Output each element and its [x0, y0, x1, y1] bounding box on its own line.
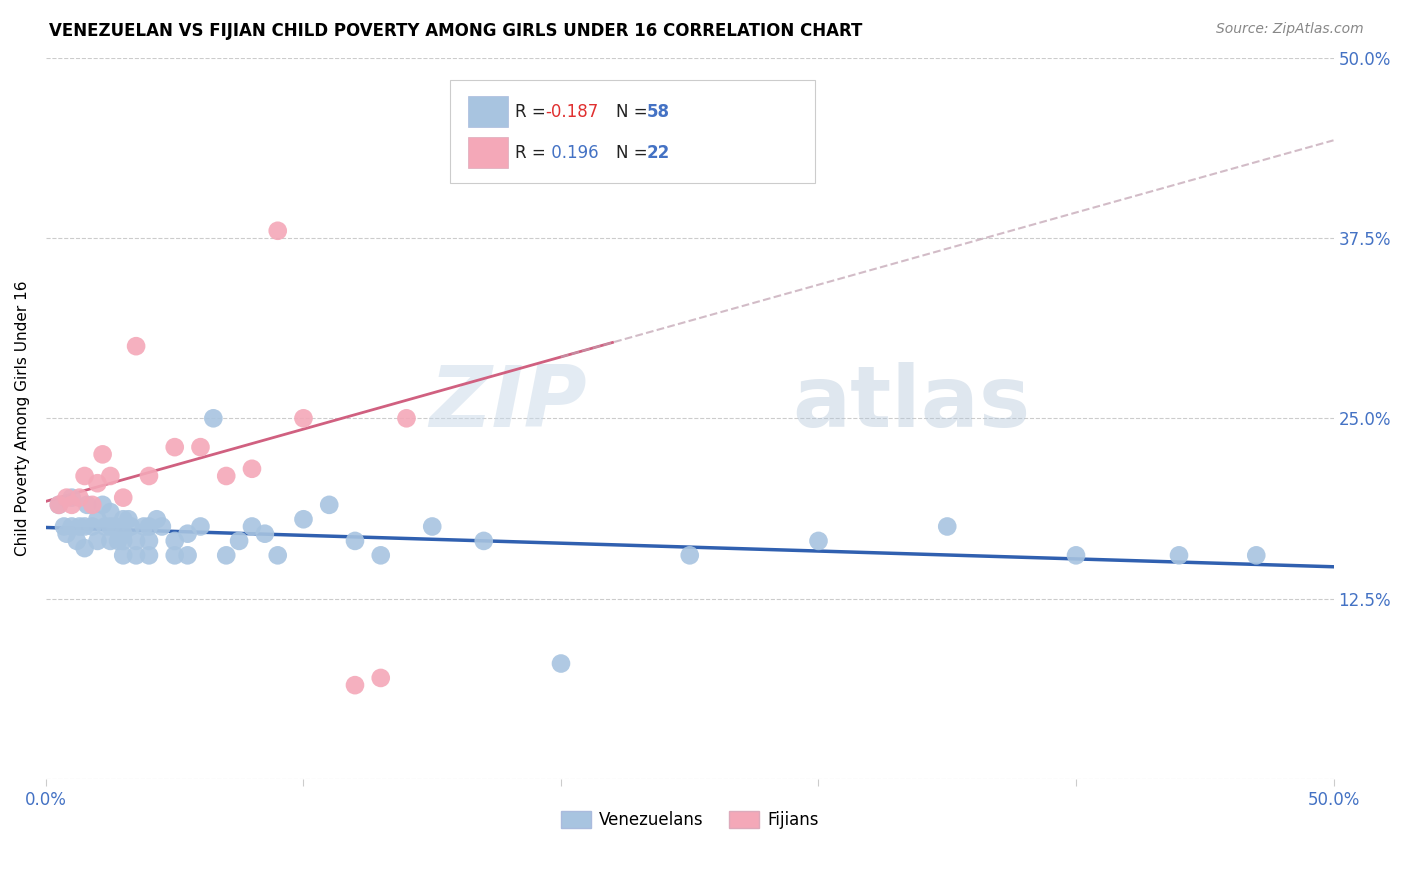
Point	[112, 526, 135, 541]
Point	[112, 549, 135, 563]
Point	[86, 533, 108, 548]
Text: R =: R =	[515, 145, 551, 162]
Point	[253, 526, 276, 541]
Point	[69, 519, 91, 533]
Point	[472, 533, 495, 548]
Point	[73, 519, 96, 533]
Point	[343, 678, 366, 692]
Point	[55, 491, 77, 505]
Point	[120, 519, 142, 533]
Text: ZIP: ZIP	[429, 362, 586, 445]
Text: R =: R =	[515, 103, 551, 121]
Point	[163, 533, 186, 548]
Point	[267, 549, 290, 563]
Point	[202, 411, 225, 425]
Legend: Venezuelans, Fijians: Venezuelans, Fijians	[554, 804, 825, 836]
Point	[107, 533, 129, 548]
Point	[1064, 549, 1087, 563]
Point	[292, 512, 315, 526]
Point	[138, 519, 160, 533]
Point	[215, 469, 238, 483]
Point	[190, 440, 212, 454]
Point	[1246, 549, 1268, 563]
Point	[76, 498, 98, 512]
Point	[60, 498, 83, 512]
Text: 22: 22	[647, 145, 671, 162]
Point	[679, 549, 702, 563]
Point	[55, 526, 77, 541]
Text: atlas: atlas	[793, 362, 1031, 445]
Point	[125, 339, 148, 353]
Point	[125, 533, 148, 548]
Point	[94, 519, 117, 533]
Point	[550, 657, 572, 671]
Point	[150, 519, 173, 533]
Point	[69, 491, 91, 505]
Point	[112, 533, 135, 548]
Text: 0.196: 0.196	[546, 145, 598, 162]
Text: Source: ZipAtlas.com: Source: ZipAtlas.com	[1216, 22, 1364, 37]
Point	[112, 491, 135, 505]
Point	[112, 512, 135, 526]
Point	[48, 498, 70, 512]
Point	[132, 519, 155, 533]
Point	[318, 498, 340, 512]
Point	[395, 411, 418, 425]
Point	[936, 519, 959, 533]
Text: N =: N =	[616, 145, 652, 162]
Point	[1168, 549, 1191, 563]
Point	[267, 224, 290, 238]
Point	[82, 519, 104, 533]
Text: N =: N =	[616, 103, 652, 121]
Text: -0.187: -0.187	[546, 103, 599, 121]
Point	[370, 549, 392, 563]
Point	[138, 549, 160, 563]
Text: 58: 58	[647, 103, 669, 121]
Point	[60, 491, 83, 505]
Point	[98, 505, 121, 519]
Point	[91, 498, 114, 512]
Point	[145, 512, 167, 526]
Point	[82, 498, 104, 512]
Point	[138, 533, 160, 548]
Point	[807, 533, 830, 548]
Point	[176, 526, 198, 541]
Point	[228, 533, 250, 548]
Point	[163, 549, 186, 563]
Point	[48, 498, 70, 512]
Point	[73, 541, 96, 555]
Point	[550, 108, 572, 122]
Point	[98, 519, 121, 533]
Point	[73, 469, 96, 483]
Point	[91, 447, 114, 461]
Point	[240, 519, 263, 533]
Point	[125, 549, 148, 563]
Y-axis label: Child Poverty Among Girls Under 16: Child Poverty Among Girls Under 16	[15, 281, 30, 556]
Point	[98, 533, 121, 548]
Point	[138, 469, 160, 483]
Point	[292, 411, 315, 425]
Point	[117, 512, 139, 526]
Point	[176, 549, 198, 563]
Point	[98, 469, 121, 483]
Point	[104, 519, 127, 533]
Point	[66, 533, 89, 548]
Point	[53, 519, 76, 533]
Point	[370, 671, 392, 685]
Point	[240, 462, 263, 476]
Point	[86, 512, 108, 526]
Point	[190, 519, 212, 533]
Point	[60, 519, 83, 533]
Point	[163, 440, 186, 454]
Point	[86, 476, 108, 491]
Point	[215, 549, 238, 563]
Point	[343, 533, 366, 548]
Text: VENEZUELAN VS FIJIAN CHILD POVERTY AMONG GIRLS UNDER 16 CORRELATION CHART: VENEZUELAN VS FIJIAN CHILD POVERTY AMONG…	[49, 22, 863, 40]
Point	[420, 519, 443, 533]
